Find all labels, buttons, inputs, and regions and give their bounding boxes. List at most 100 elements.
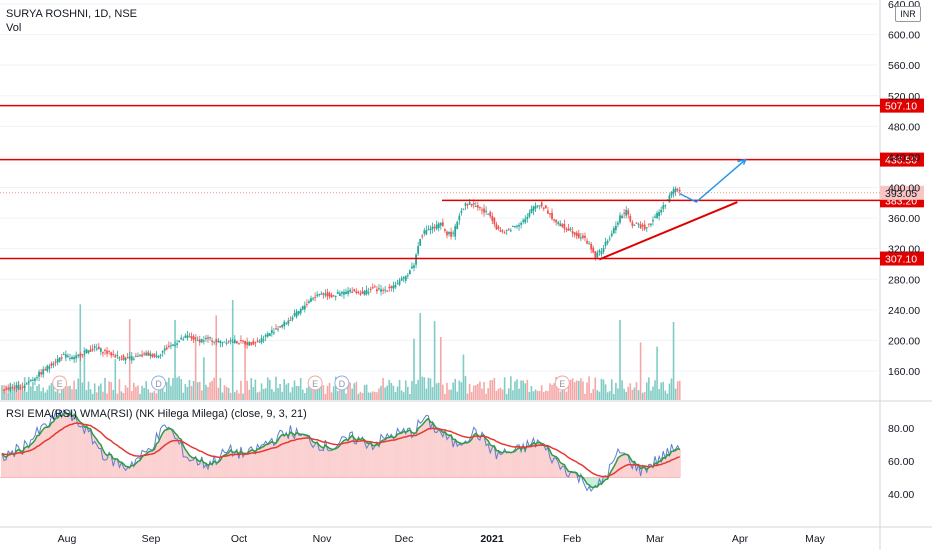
price-label-tag[interactable]	[880, 98, 924, 113]
last-price-tag[interactable]	[880, 185, 924, 200]
volume-bar	[19, 383, 22, 400]
candle-body	[227, 341, 230, 343]
candle-body	[563, 224, 566, 229]
volume-bar	[252, 387, 255, 400]
candle-body	[303, 305, 306, 310]
volume-bar	[110, 382, 112, 400]
candle-body	[460, 210, 463, 213]
volume-bar	[172, 378, 174, 400]
volume-bar	[159, 384, 162, 400]
volume-bar	[13, 382, 16, 400]
candle-body	[544, 205, 547, 209]
candle-body	[279, 326, 281, 328]
volume-bar	[384, 387, 386, 400]
price-tick-label: 240.00	[888, 305, 920, 317]
candle-body	[248, 341, 251, 346]
dividend-marker[interactable]	[151, 375, 167, 391]
wma-rsi-line[interactable]	[1, 422, 680, 478]
candle-body	[660, 209, 663, 213]
volume-bar	[242, 393, 244, 400]
volume-bar	[571, 378, 574, 400]
volume-bar	[347, 382, 349, 400]
volume-bar	[351, 388, 353, 400]
event-marker-letter: E	[559, 379, 565, 389]
rsi-pane[interactable]	[0, 409, 681, 492]
volume-bar	[1, 385, 3, 400]
candle-body	[633, 224, 636, 226]
price-axis[interactable]: 160.00 200.00 240.00 280.00 320.00 360.00 400.…	[888, 0, 920, 378]
time-axis[interactable]: Aug Sep Oct Nov Dec 2021 Feb Mar Apr May	[58, 533, 826, 545]
dividend-marker[interactable]	[334, 375, 350, 391]
volume-bar	[542, 392, 545, 400]
candle-body	[312, 298, 314, 300]
volume-bar	[330, 392, 333, 400]
candle-body	[275, 328, 277, 330]
candle-body	[330, 295, 333, 298]
volume-bar	[402, 392, 405, 400]
candle-body	[371, 287, 374, 289]
rsi-line[interactable]	[1, 409, 681, 492]
candle-body	[40, 372, 43, 375]
volume-bar	[415, 384, 417, 400]
candle-body	[27, 381, 30, 383]
volume-label[interactable]: Vol	[6, 22, 22, 34]
candle-body	[536, 205, 539, 207]
volume-bar	[462, 354, 465, 400]
candle-body	[60, 357, 63, 359]
currency-badge[interactable]: INR	[895, 6, 921, 22]
symbol-title[interactable]: SURYA ROSHNI, 1D, NSE	[6, 8, 138, 20]
price-tick-label: 480.00	[888, 121, 920, 133]
candle-body	[489, 211, 492, 217]
candle-body	[592, 247, 595, 253]
candle-body	[149, 353, 152, 357]
candle-body	[297, 311, 300, 315]
candle-body	[194, 337, 197, 339]
candle-body	[102, 352, 104, 354]
candle-body	[192, 336, 195, 341]
price-tick-label: 520.00	[888, 91, 920, 103]
candle-body	[29, 379, 32, 381]
earnings-marker[interactable]	[554, 375, 570, 391]
time-tick-label: Aug	[58, 533, 77, 545]
volume-bar	[674, 388, 677, 400]
volume-bar	[225, 386, 228, 400]
price-label-tag[interactable]	[880, 251, 924, 266]
arrow-head-icon[interactable]	[737, 158, 747, 165]
candle-body	[106, 350, 108, 354]
volume-bar	[386, 385, 389, 400]
volume-bar	[460, 382, 463, 400]
earnings-marker[interactable]	[307, 375, 323, 391]
earnings-marker[interactable]	[52, 375, 68, 391]
volume-bar	[36, 385, 38, 400]
volume-bar	[417, 379, 419, 400]
volume-bar	[452, 382, 454, 400]
rising-trendline[interactable]	[599, 201, 738, 261]
rsi-axis[interactable]: 40.00 60.00 80.00	[888, 423, 914, 501]
volume-bar	[260, 383, 263, 400]
volume-bar	[219, 377, 222, 400]
candle-body	[314, 296, 317, 298]
volume-bar	[238, 393, 240, 400]
volume-bar	[38, 384, 40, 400]
candle-body	[579, 237, 582, 239]
volume-bar	[573, 382, 576, 400]
projection-arrow[interactable]	[679, 159, 747, 203]
candle-body	[491, 215, 494, 221]
rsi-tick-label: 80.00	[888, 423, 914, 435]
event-marker-letter: D	[155, 379, 162, 389]
price-label-tag[interactable]	[880, 152, 924, 167]
candle-body	[256, 340, 259, 342]
candle-body	[429, 228, 432, 231]
volume-bar	[538, 390, 541, 400]
candle-body	[69, 357, 71, 359]
candle-body	[530, 208, 533, 214]
candle-body	[483, 208, 485, 213]
trend-drawings[interactable]	[599, 158, 747, 261]
volume-bar	[248, 389, 250, 400]
volume-bar	[372, 391, 374, 400]
candle-body	[567, 228, 570, 231]
rsi-indicator-label[interactable]: RSI EMA(RSI) WMA(RSI) (NK Hilega Milega)…	[6, 408, 307, 420]
